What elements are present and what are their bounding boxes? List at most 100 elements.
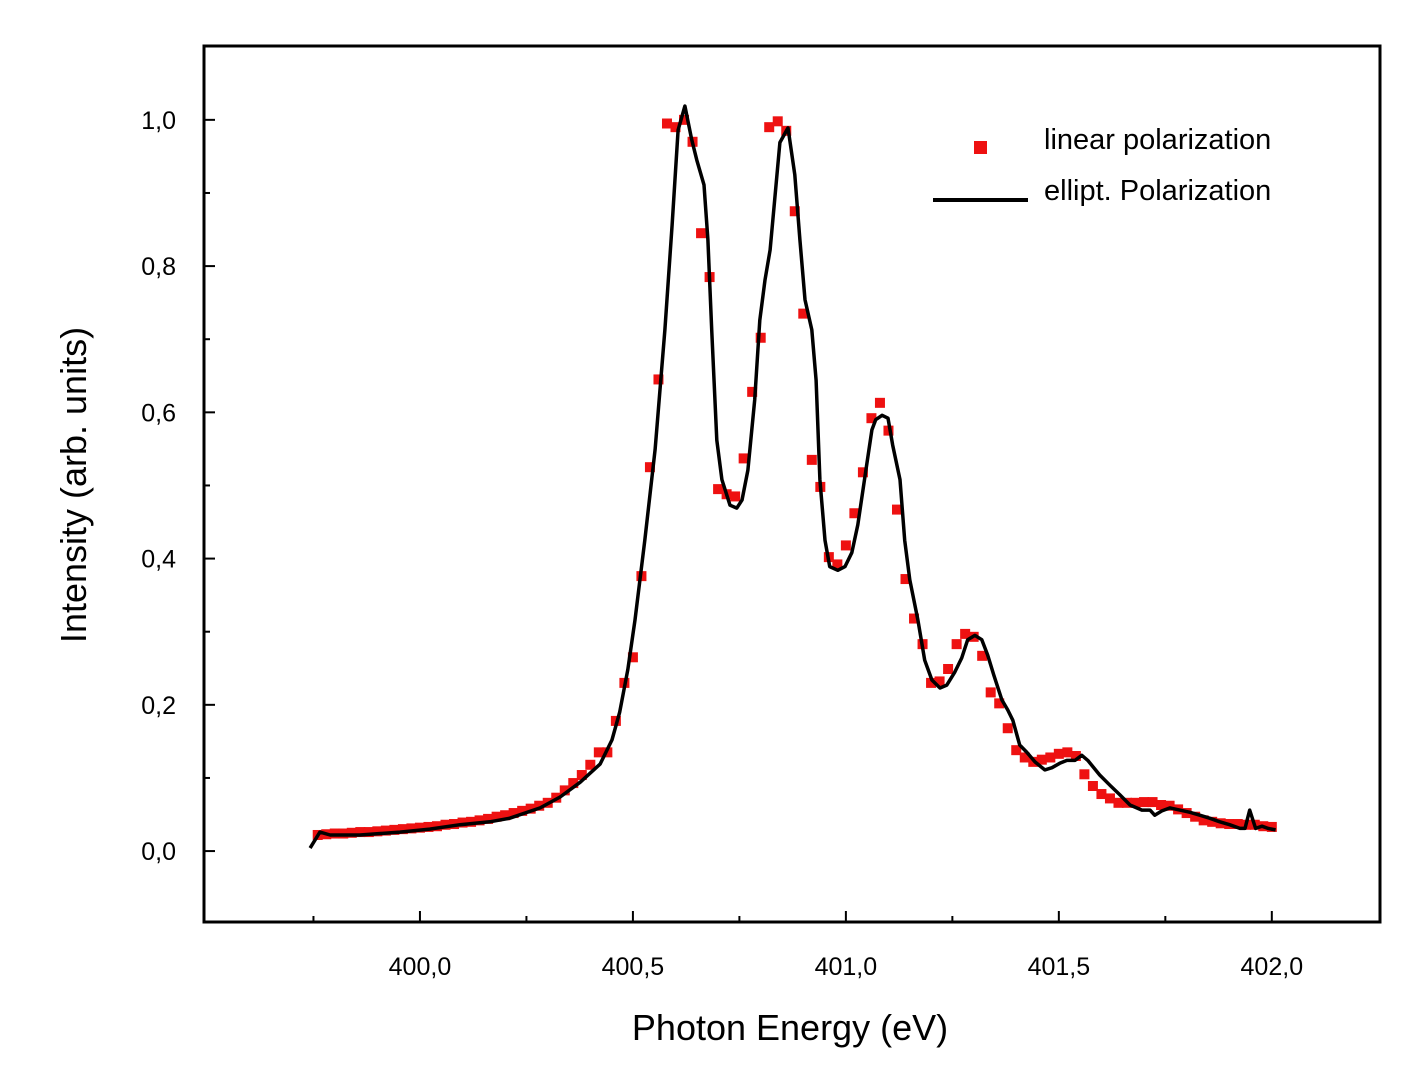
scatter-point: [866, 413, 877, 424]
scatter-point: [806, 454, 817, 465]
scatter-point: [874, 397, 885, 408]
scatter-point: [1104, 793, 1115, 804]
scatter-point: [644, 462, 655, 473]
scatter-point: [440, 819, 451, 830]
scatter-point: [960, 628, 971, 639]
scatter-point: [1164, 800, 1175, 811]
scatter-point: [1266, 821, 1277, 832]
x-tick-label: 401,5: [1028, 953, 1091, 981]
scatter-point: [627, 652, 638, 663]
scatter-point: [1011, 745, 1022, 756]
scatter-point: [568, 778, 579, 789]
scatter-point: [483, 813, 494, 824]
scatter-point: [517, 805, 528, 816]
scatter-point: [1036, 754, 1047, 765]
y-tick-label: 0,4: [141, 546, 176, 574]
scatter-point: [576, 770, 587, 781]
scatter-point: [789, 206, 800, 217]
scatter-point: [909, 613, 920, 624]
legend: linear polarization ellipt. Polarization: [933, 124, 1271, 207]
scatter-point: [1019, 752, 1030, 763]
scatter-point: [661, 118, 672, 129]
scatter-point: [525, 803, 536, 814]
legend-label-linear-polarization: linear polarization: [1044, 124, 1271, 156]
scatter-point: [1053, 748, 1064, 759]
scatter-point: [1002, 723, 1013, 734]
scatter-point: [346, 827, 357, 838]
scatter-point: [414, 822, 425, 833]
scatter-point: [951, 639, 962, 650]
scatter-point: [934, 676, 945, 687]
scatter-point: [355, 827, 366, 838]
scatter-point: [1232, 819, 1243, 830]
scatter-point: [457, 817, 468, 828]
scatter-point: [679, 114, 690, 125]
scatter-point: [1079, 769, 1090, 780]
scatter-point: [798, 308, 809, 319]
scatter-point: [372, 826, 383, 837]
scatter-point: [389, 824, 400, 835]
scatter-point: [500, 810, 511, 821]
x-tick-label: 402,0: [1241, 953, 1304, 981]
scatter-point: [1190, 811, 1201, 822]
scatter-point: [1207, 816, 1218, 827]
scatter-point: [730, 491, 741, 502]
legend-marker-linear-polarization: [974, 141, 987, 154]
x-tick-label: 400,0: [389, 953, 452, 981]
series-linear-polarization: [312, 114, 1277, 840]
plot-frame: [202, 44, 1382, 924]
scatter-point: [491, 811, 502, 822]
y-tick-label: 0,6: [141, 399, 176, 427]
scatter-point: [747, 386, 758, 397]
scatter-point: [474, 815, 485, 826]
scatter-point: [653, 374, 664, 385]
scatter-point: [466, 816, 477, 827]
scatter-point: [1130, 797, 1141, 808]
scatter-point: [1087, 780, 1098, 791]
y-tick-label: 0,0: [141, 838, 176, 866]
scatter-point: [585, 759, 596, 770]
scatter-point: [559, 785, 570, 796]
y-tick-label: 0,8: [141, 253, 176, 281]
scatter-point: [994, 698, 1005, 709]
y-tick-label: 0,2: [141, 692, 176, 720]
scatter-point: [900, 574, 911, 585]
scatter-point: [1147, 797, 1158, 808]
scatter-point: [713, 484, 724, 495]
scatter-point: [534, 800, 545, 811]
y-axis-title: Intensity (arb. units): [53, 327, 94, 643]
scatter-point: [1045, 752, 1056, 763]
scatter-point: [1096, 789, 1107, 800]
scatter-point: [1070, 751, 1081, 762]
scatter-point: [840, 540, 851, 551]
x-tick-label: 400,5: [602, 953, 665, 981]
scatter-point: [926, 677, 937, 688]
scatter-point: [406, 823, 417, 834]
scatter-point: [593, 747, 604, 758]
scatter-point: [1062, 747, 1073, 758]
scatter-point: [380, 825, 391, 836]
y-tick-label: 1,0: [141, 107, 176, 135]
scatter-point: [985, 687, 996, 698]
scatter-point: [1139, 797, 1150, 808]
scatter-point: [1113, 797, 1124, 808]
scatter-point: [755, 332, 766, 343]
line-path: [308, 104, 1276, 850]
series-ellipt-polarization: [308, 104, 1276, 850]
scatter-point: [423, 821, 434, 832]
scatter-point: [696, 228, 707, 239]
scatter-point: [764, 122, 775, 133]
scatter-point: [943, 663, 954, 674]
scatter-point: [363, 827, 374, 838]
scatter-point: [891, 504, 902, 515]
scatter-point: [849, 508, 860, 519]
scatter-point: [508, 808, 519, 819]
scatter-point: [832, 559, 843, 570]
scatter-point: [670, 122, 681, 133]
scatter-point: [397, 824, 408, 835]
scatter-point: [431, 821, 442, 832]
scatter-point: [1198, 815, 1209, 826]
x-axis-title: Photon Energy (eV): [632, 1007, 948, 1048]
axis-ticks: 400,0 400,5 401,0 401,5 402,0 0,0 0,2 0,4 0,6 0,8…: [141, 107, 1303, 981]
